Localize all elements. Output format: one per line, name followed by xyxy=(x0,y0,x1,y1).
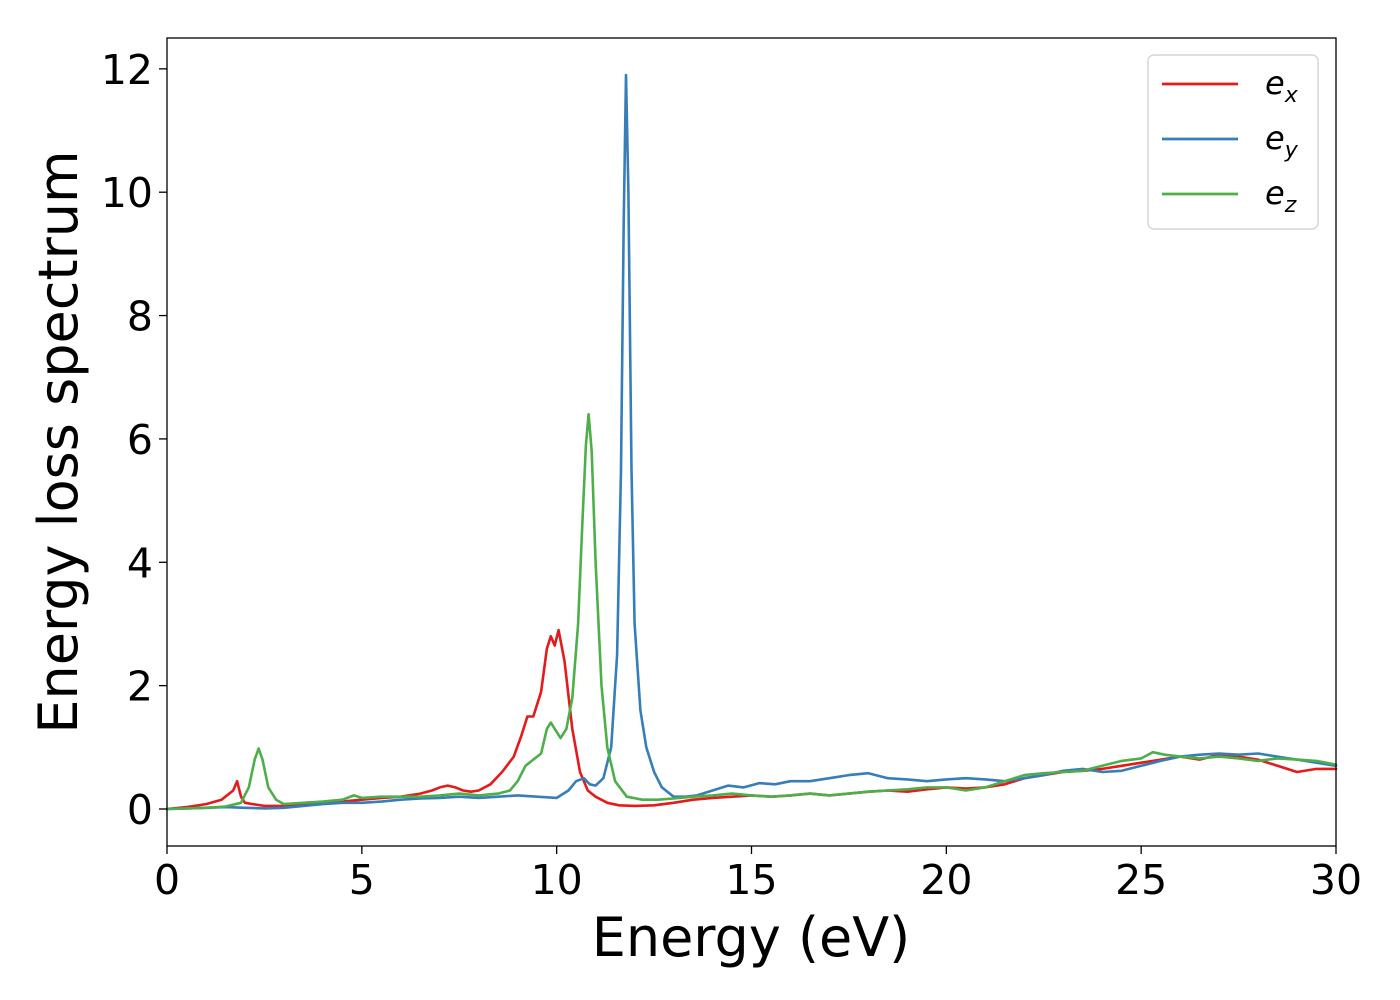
x-tick-label: 0 xyxy=(154,856,180,904)
legend: ex ey ez xyxy=(1147,54,1319,230)
series-layer xyxy=(165,73,1338,811)
y-axis-title: Energy loss spectrum xyxy=(27,150,90,733)
series-line-y xyxy=(165,73,1338,811)
x-tick-label: 25 xyxy=(1115,856,1167,904)
y-tick-label: 10 xyxy=(101,169,153,217)
x-tick-label: 15 xyxy=(725,856,777,904)
x-tick-label: 20 xyxy=(920,856,972,904)
x-axis: 0 5 10 15 20 25 30 xyxy=(154,846,1362,904)
x-tick-label: 10 xyxy=(531,856,583,904)
legend-label-z: ez xyxy=(1265,174,1297,218)
y-tick-label: 4 xyxy=(127,539,153,587)
x-tick-label: 5 xyxy=(349,856,375,904)
series-line-z xyxy=(165,412,1338,811)
y-tick-label: 12 xyxy=(101,46,153,94)
y-tick-label: 0 xyxy=(127,786,153,834)
plot-background xyxy=(167,38,1336,846)
y-axis: 0 2 4 6 8 10 12 xyxy=(101,46,167,834)
legend-box xyxy=(1147,54,1319,230)
x-axis-title: Energy (eV) xyxy=(592,906,911,969)
legend-label-x: ex xyxy=(1265,64,1299,108)
legend-label-y: ey xyxy=(1265,119,1299,163)
y-tick-label: 8 xyxy=(127,293,153,341)
y-tick-label: 2 xyxy=(127,663,153,711)
x-tick-label: 30 xyxy=(1310,856,1362,904)
y-tick-label: 6 xyxy=(127,416,153,464)
